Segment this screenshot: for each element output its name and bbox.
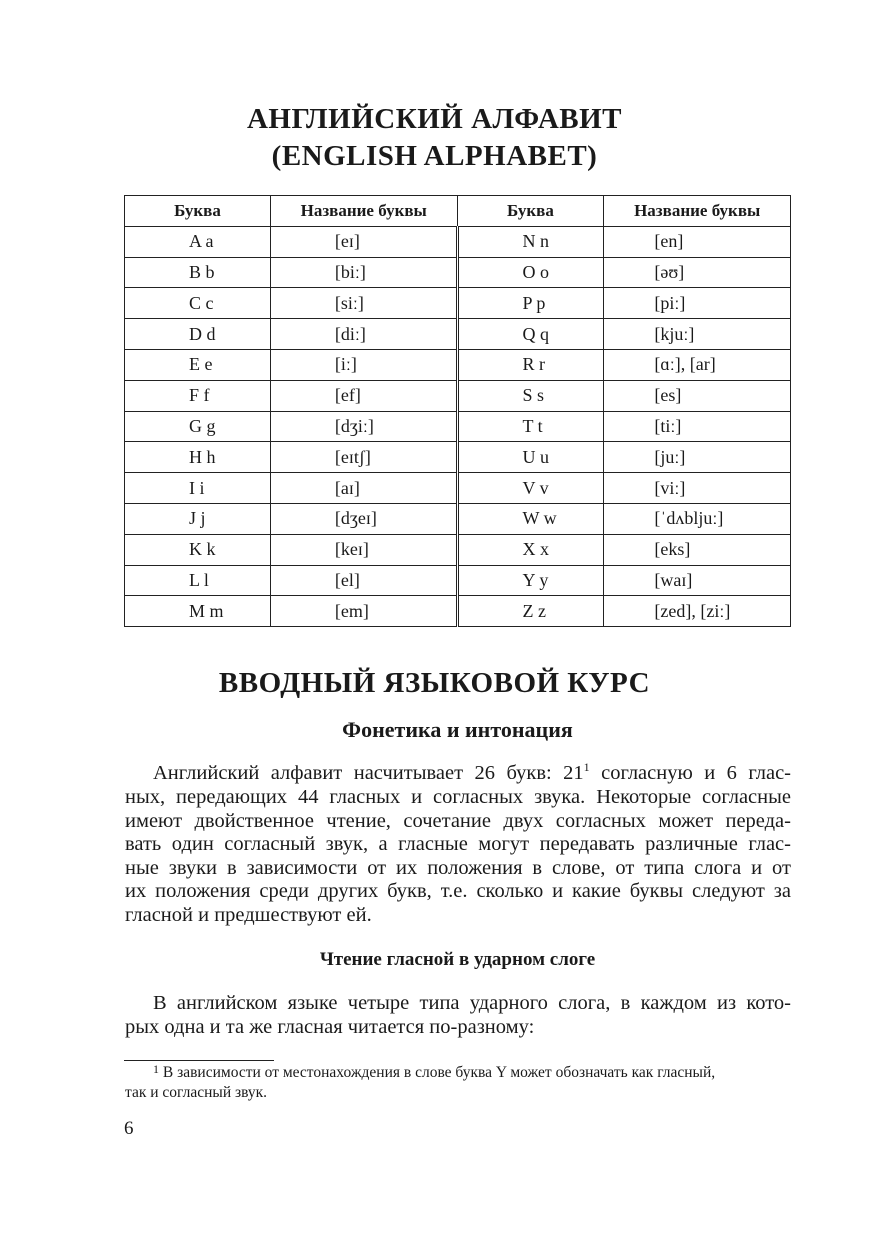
letter-cell: A a	[124, 225, 271, 258]
table-row: G g [dʒiː] T t [tiː]	[124, 410, 791, 443]
letter-name-cell: [biː]	[269, 256, 459, 289]
letter-cell: J j	[124, 502, 271, 535]
subsection-title: Фонетика и интонация	[342, 717, 573, 742]
paragraph-line: ные звуки в зависимости от их положения …	[125, 856, 791, 879]
letter-name-cell: [zed], [ziː]	[603, 595, 791, 628]
page-subtitle: (ENGLISH ALPHABET)	[271, 140, 598, 172]
paragraph-line: рых одна и та же гласная читается по-раз…	[125, 1015, 535, 1038]
letter-name-cell: [em]	[269, 595, 459, 628]
letter-name-cell: [ef]	[269, 379, 459, 412]
alphabet-table: Буква Название буквы Буква Название буквы A…	[124, 195, 791, 628]
letter-cell: Z z	[456, 595, 605, 628]
footnote: 1 В зависимости от местонахождения в сло…	[153, 1062, 793, 1082]
letter-cell: K k	[124, 533, 271, 566]
letter-cell: R r	[456, 348, 605, 381]
letter-cell: Y y	[456, 564, 605, 597]
letter-cell: V v	[456, 472, 605, 504]
table-row: C c [siː] P p [piː]	[124, 287, 791, 320]
letter-cell: X x	[456, 533, 605, 566]
letter-name-cell: [siː]	[269, 287, 459, 320]
letter-cell: H h	[124, 441, 271, 474]
letter-cell: Q q	[456, 318, 605, 350]
subheading: Чтение гласной в ударном слоге	[319, 949, 596, 970]
letter-name-cell: [ˈdʌbljuː]	[603, 502, 791, 535]
letter-cell: L l	[124, 564, 271, 597]
paragraph-line: ных, передающих 44 гласных и согласных з…	[125, 786, 791, 808]
table-row: H h [eɪtʃ] U u [juː]	[124, 441, 791, 474]
letter-name-cell: [juː]	[603, 441, 791, 474]
letter-name-cell: [əʊ]	[603, 256, 791, 289]
footnote-mark: 1	[153, 1062, 159, 1076]
letter-name-cell: [viː]	[603, 472, 791, 504]
table-row: A a [eɪ] N n [en]	[124, 225, 791, 258]
paragraph-line: В английском языке четыре типа ударного …	[153, 992, 791, 1014]
letter-cell: I i	[124, 472, 271, 504]
section-title: ВВОДНЫЙ ЯЗЫКОВОЙ КУРС	[218, 667, 651, 699]
letter-name-cell: [keɪ]	[269, 533, 459, 566]
paragraph-line: их положения среди других букв, т.е. ско…	[125, 880, 791, 903]
letter-name-cell: [kjuː]	[603, 318, 791, 350]
paragraph-line: гласной и предшествуют ей.	[125, 904, 372, 926]
footnote-text: В зависимости от местонахождения в слове…	[159, 1064, 716, 1081]
footnote-rule	[124, 1060, 274, 1061]
letter-name-cell: [waɪ]	[603, 564, 791, 597]
letter-cell: M m	[124, 595, 271, 628]
letter-cell: G g	[124, 410, 271, 443]
letter-cell: D d	[124, 318, 271, 350]
page-number: 6	[124, 1118, 134, 1139]
letter-name-cell: [el]	[269, 564, 459, 597]
column-header: Буква	[456, 195, 605, 227]
letter-name-cell: [ɑː], [ar]	[603, 348, 791, 381]
footnote-line2: так и согласный звук.	[125, 1084, 268, 1101]
table-row: B b [biː] O o [əʊ]	[124, 256, 791, 289]
text: Английский алфавит насчитывает 26 букв: …	[153, 762, 584, 784]
letter-name-cell: [eɪ]	[269, 225, 459, 258]
table-row: D d [diː] Q q [kjuː]	[124, 318, 791, 350]
letter-name-cell: [eks]	[603, 533, 791, 566]
letter-cell: U u	[456, 441, 605, 474]
table-row: E e [iː] R r [ɑː], [ar]	[124, 348, 791, 381]
page-title: АНГЛИЙСКИЙ АЛФАВИТ	[246, 103, 623, 135]
table-row: I i [aɪ] V v [viː]	[124, 472, 791, 504]
letter-name-cell: [aɪ]	[269, 472, 459, 504]
text: согласную и 6 глас-	[589, 762, 791, 784]
letter-cell: B b	[124, 256, 271, 289]
table-row: K k [keɪ] X x [eks]	[124, 533, 791, 566]
table-row: M m [em] Z z [zed], [ziː]	[124, 595, 791, 628]
paragraph-line: имеют двойственное чтение, сочетание дву…	[125, 809, 791, 832]
letter-cell: N n	[456, 225, 605, 258]
letter-name-cell: [tiː]	[603, 410, 791, 443]
letter-cell: T t	[456, 410, 605, 443]
column-header: Буква	[124, 195, 271, 227]
letter-name-cell: [en]	[603, 225, 791, 258]
letter-name-cell: [diː]	[269, 318, 459, 350]
table-row: J j [dʒeɪ] W w [ˈdʌbljuː]	[124, 502, 791, 535]
paragraph-line: Английский алфавит насчитывает 26 букв: …	[153, 760, 791, 785]
letter-name-cell: [piː]	[603, 287, 791, 320]
letter-cell: S s	[456, 379, 605, 412]
letter-cell: O o	[456, 256, 605, 289]
letter-name-cell: [dʒiː]	[269, 410, 459, 443]
column-header: Название буквы	[269, 195, 458, 227]
paragraph-line: вать один согласный звук, а гласные могу…	[125, 833, 791, 856]
letter-cell: C c	[124, 287, 271, 320]
table-row: L l [el] Y y [waɪ]	[124, 564, 791, 597]
letter-cell: P p	[456, 287, 605, 320]
footnote-ref[interactable]: 1	[583, 760, 590, 774]
letter-name-cell: [dʒeɪ]	[269, 502, 459, 535]
column-header: Название буквы	[603, 195, 791, 227]
letter-cell: E e	[124, 348, 271, 381]
table-row: F f [ef] S s [es]	[124, 379, 791, 412]
letter-cell: F f	[124, 379, 271, 412]
letter-name-cell: [eɪtʃ]	[269, 441, 459, 474]
letter-name-cell: [iː]	[269, 348, 459, 381]
letter-name-cell: [es]	[603, 379, 791, 412]
letter-cell: W w	[456, 502, 605, 535]
